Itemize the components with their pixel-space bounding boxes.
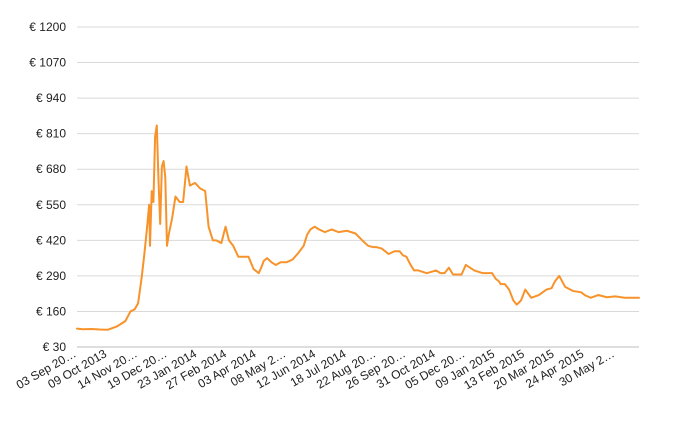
- y-tick-label: € 290: [36, 269, 66, 283]
- y-tick-label: € 30: [43, 340, 67, 354]
- y-tick-label: € 940: [36, 91, 66, 105]
- y-axis-ticks: € 30 € 160 € 290 € 420 € 550 € 680 € 810 € 940 €…: [29, 20, 66, 354]
- y-tick-label: € 550: [36, 198, 66, 212]
- y-tick-label: € 420: [36, 233, 66, 247]
- y-tick-label: € 1070: [29, 56, 66, 70]
- y-tick-label: € 680: [36, 162, 66, 176]
- y-tick-label: € 160: [36, 304, 66, 318]
- y-tick-label: € 1200: [29, 20, 66, 34]
- y-tick-label: € 810: [36, 127, 66, 141]
- grid-lines: [77, 26, 639, 348]
- series-line: [76, 124, 640, 331]
